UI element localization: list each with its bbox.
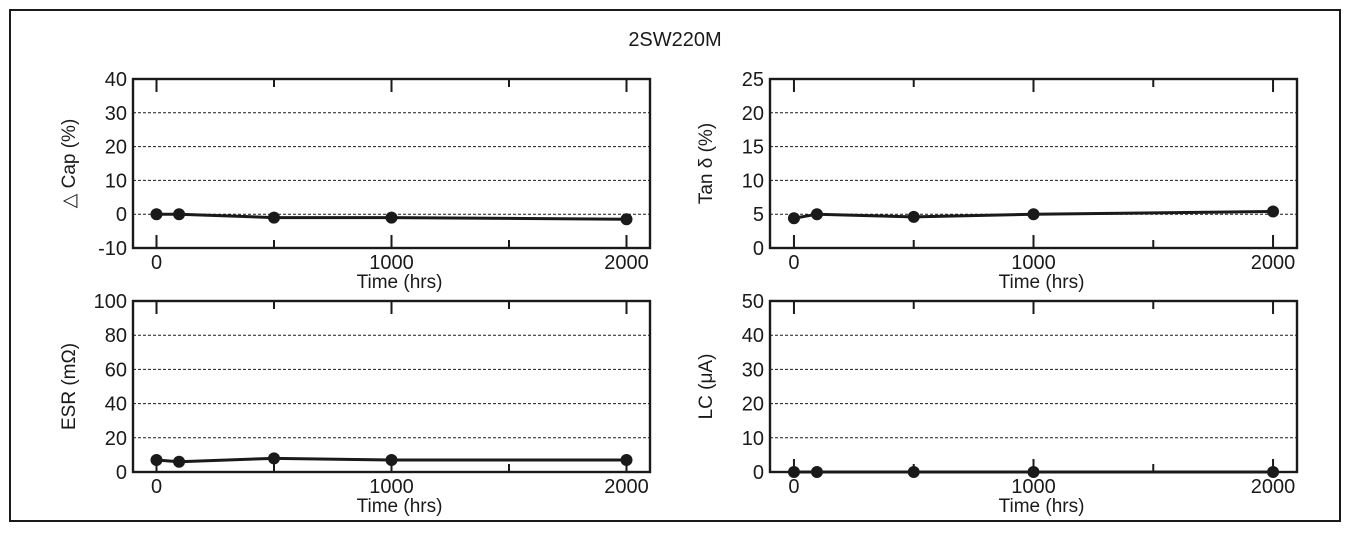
panel-1-x-tick-label: 2000: [604, 252, 649, 274]
panel-1-data-point: [620, 213, 633, 226]
panel-4-y-tick-label: 10: [742, 428, 764, 450]
panel-1-data-point: [150, 208, 163, 221]
panel-4-data-point: [787, 466, 800, 478]
panel-2-y-tick-label: 25: [742, 69, 764, 91]
panel-4-x-tick-label: 2000: [1251, 476, 1296, 498]
panel-1-data-point: [268, 211, 280, 224]
panel-1-y-tick-label: 10: [105, 170, 127, 192]
panel-2-y-axis-label: Tan δ (%): [696, 123, 717, 204]
panel-3-y-tick-label: 100: [94, 291, 127, 313]
panel-3-y-tick-label: 60: [105, 359, 127, 381]
panel-4: 0 10 20 30 40 50 0 1000 2000 Time (hrs) LC (μA): [696, 291, 1299, 517]
panel-3-data-point: [150, 454, 163, 467]
panel-1-y-tick-label: 20: [105, 137, 127, 159]
panel-4-y-tick-label: 30: [742, 359, 764, 381]
panel-3-y-tick-label: 20: [105, 428, 127, 450]
panel-1-y-tick-label: 30: [105, 103, 127, 125]
figure-title: 2SW220M: [628, 29, 721, 51]
figure-frame: [9, 9, 1341, 522]
panel-2-data-point: [907, 210, 920, 223]
panel-4-x-tick-label: 1000: [1011, 476, 1056, 498]
panel-4-data-point: [1267, 466, 1280, 478]
panel-2-y-tick-label: 15: [742, 137, 764, 159]
panel-2-y-tick-label: 0: [753, 238, 764, 260]
panel-1: -10 0 10 20 30 40 0 1000 2000 Time (hrs) △ Cap (%): [59, 69, 652, 293]
panel-2-y-tick-label: 20: [742, 103, 764, 125]
panel-3-data-point: [268, 452, 280, 465]
panel-1-x-tick-label: 0: [151, 252, 162, 274]
panel-2-x-tick-label: 0: [788, 252, 799, 274]
panel-1-y-tick-label: 40: [105, 69, 127, 91]
panel-2-data-point: [787, 212, 800, 225]
panel-3-y-tick-label: 0: [116, 462, 127, 484]
panel-3-y-tick-label: 80: [105, 325, 127, 347]
panel-2-x-tick-label: 1000: [1011, 252, 1056, 274]
panel-3-data-point: [173, 455, 186, 468]
panel-2-data-point: [1027, 208, 1040, 221]
panel-2-plot-frame: [768, 77, 1299, 250]
panel-2-data-point: [810, 208, 823, 221]
panel-1-data-point: [173, 208, 186, 221]
panel-2-x-tick-label: 2000: [1251, 252, 1296, 274]
panel-1-y-tick-label: -10: [98, 238, 127, 260]
panel-2-y-tick-label: 10: [742, 170, 764, 192]
panel-4-y-axis-label: LC (μA): [696, 354, 717, 420]
panel-4-plot-frame: [768, 299, 1299, 474]
panel-1-x-tick-label: 1000: [369, 252, 414, 274]
panel-3-data-point: [385, 454, 398, 467]
panel-1-y-axis-label: △ Cap (%): [59, 119, 80, 209]
panel-4-y-tick-label: 40: [742, 325, 764, 347]
panel-3-x-tick-label: 0: [151, 476, 162, 498]
panel-4-y-tick-label: 20: [742, 394, 764, 416]
panel-4-data-point: [810, 466, 823, 478]
panel-3-y-axis-label: ESR (mΩ): [59, 343, 80, 430]
panel-4-data-point: [1027, 466, 1040, 478]
panel-1-data-point: [385, 211, 398, 224]
panel-2-x-axis-label: Time (hrs): [999, 272, 1085, 293]
panel-4-x-axis-label: Time (hrs): [999, 496, 1085, 517]
panel-3-plot-frame: [131, 299, 652, 474]
panel-3-data-point: [620, 454, 633, 467]
panel-4-y-tick-label: 50: [742, 291, 764, 313]
panel-1-y-tick-label: 0: [116, 204, 127, 226]
panel-3-x-tick-label: 2000: [604, 476, 649, 498]
panel-4-data-point: [907, 466, 920, 478]
panel-2-data-point: [1267, 205, 1280, 218]
panel-2-y-tick-label: 5: [753, 204, 764, 226]
panel-3-y-tick-label: 40: [105, 394, 127, 416]
panel-3-x-tick-label: 1000: [369, 476, 414, 498]
panel-4-x-tick-label: 0: [788, 476, 799, 498]
panel-1-x-axis-label: Time (hrs): [357, 272, 443, 293]
panel-3-x-axis-label: Time (hrs): [357, 496, 443, 517]
panel-2: 0 5 10 15 20 25 0 1000 2000 Time (hrs) Tan δ (%): [696, 69, 1299, 293]
panel-4-y-tick-label: 0: [753, 462, 764, 484]
